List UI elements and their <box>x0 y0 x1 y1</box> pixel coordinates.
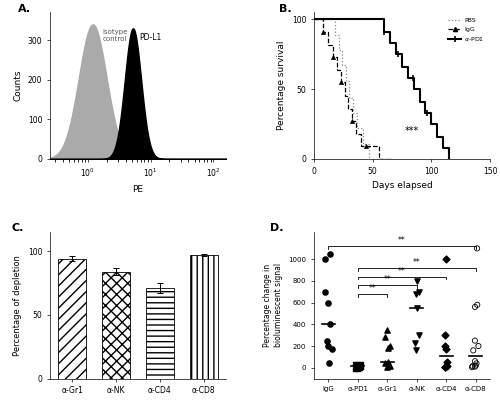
Point <box>412 305 420 312</box>
X-axis label: PE: PE <box>132 185 143 193</box>
Point <box>471 304 479 310</box>
Point <box>441 332 449 339</box>
Text: **: ** <box>384 275 391 285</box>
Text: B.: B. <box>279 4 291 14</box>
Point <box>415 288 423 295</box>
Point <box>471 337 479 344</box>
Point <box>410 339 418 346</box>
Point <box>468 364 476 371</box>
Text: **: ** <box>413 258 420 267</box>
Point <box>471 363 479 370</box>
Point <box>328 346 336 353</box>
X-axis label: Days elapsed: Days elapsed <box>372 181 432 190</box>
Point <box>414 332 422 339</box>
Point <box>386 343 394 349</box>
Point <box>357 361 365 367</box>
Point <box>474 343 482 349</box>
Point <box>326 250 334 257</box>
Text: C.: C. <box>12 223 24 233</box>
Point <box>322 288 330 295</box>
Point <box>353 364 361 371</box>
Text: **: ** <box>398 267 406 276</box>
Point <box>324 343 332 349</box>
Text: isotype
control: isotype control <box>102 29 128 42</box>
Point <box>472 360 480 366</box>
Point <box>324 299 332 306</box>
Point <box>323 337 331 344</box>
Point <box>380 334 388 341</box>
Point <box>383 363 391 370</box>
Y-axis label: Percentage survival: Percentage survival <box>278 41 286 131</box>
Point <box>442 346 450 353</box>
Text: A.: A. <box>18 4 32 14</box>
Point <box>350 365 358 372</box>
Text: PD-L1: PD-L1 <box>140 33 162 42</box>
Bar <box>58 259 86 379</box>
Bar <box>102 272 130 379</box>
Point <box>442 359 450 366</box>
Point <box>442 256 450 262</box>
Point <box>471 358 479 364</box>
Point <box>385 362 393 368</box>
Point <box>443 362 451 369</box>
Point <box>354 362 362 369</box>
Point <box>473 302 481 308</box>
Point <box>384 359 392 365</box>
Point <box>384 345 392 352</box>
Point <box>441 364 449 371</box>
Point <box>468 363 476 369</box>
Point <box>324 360 332 366</box>
Point <box>354 361 362 368</box>
Text: **: ** <box>398 236 406 245</box>
Point <box>384 327 392 333</box>
Point <box>351 361 359 368</box>
Point <box>382 360 390 366</box>
Point <box>357 363 365 370</box>
Point <box>440 343 448 349</box>
Bar <box>190 255 218 379</box>
Point <box>354 366 362 372</box>
Point <box>356 364 364 371</box>
Point <box>412 277 420 284</box>
Bar <box>146 288 174 379</box>
Text: D.: D. <box>270 223 283 233</box>
Point <box>412 347 420 354</box>
Text: **: ** <box>368 284 376 293</box>
Y-axis label: Counts: Counts <box>13 70 22 102</box>
Point <box>352 362 360 368</box>
Point <box>326 321 334 328</box>
Point <box>322 256 330 262</box>
Point <box>470 347 478 354</box>
Text: ***: *** <box>404 126 418 136</box>
Y-axis label: Percentage of depletion: Percentage of depletion <box>14 255 22 356</box>
Legend: PBS, IgG, $\alpha$-PD1: PBS, IgG, $\alpha$-PD1 <box>446 16 487 46</box>
Point <box>473 245 481 252</box>
Point <box>352 362 360 368</box>
Point <box>441 363 449 370</box>
Y-axis label: Percentage change in
bioluminescent signal: Percentage change in bioluminescent sign… <box>264 263 283 347</box>
Point <box>472 362 480 369</box>
Point <box>386 362 394 369</box>
Point <box>355 365 363 371</box>
Point <box>412 291 420 297</box>
